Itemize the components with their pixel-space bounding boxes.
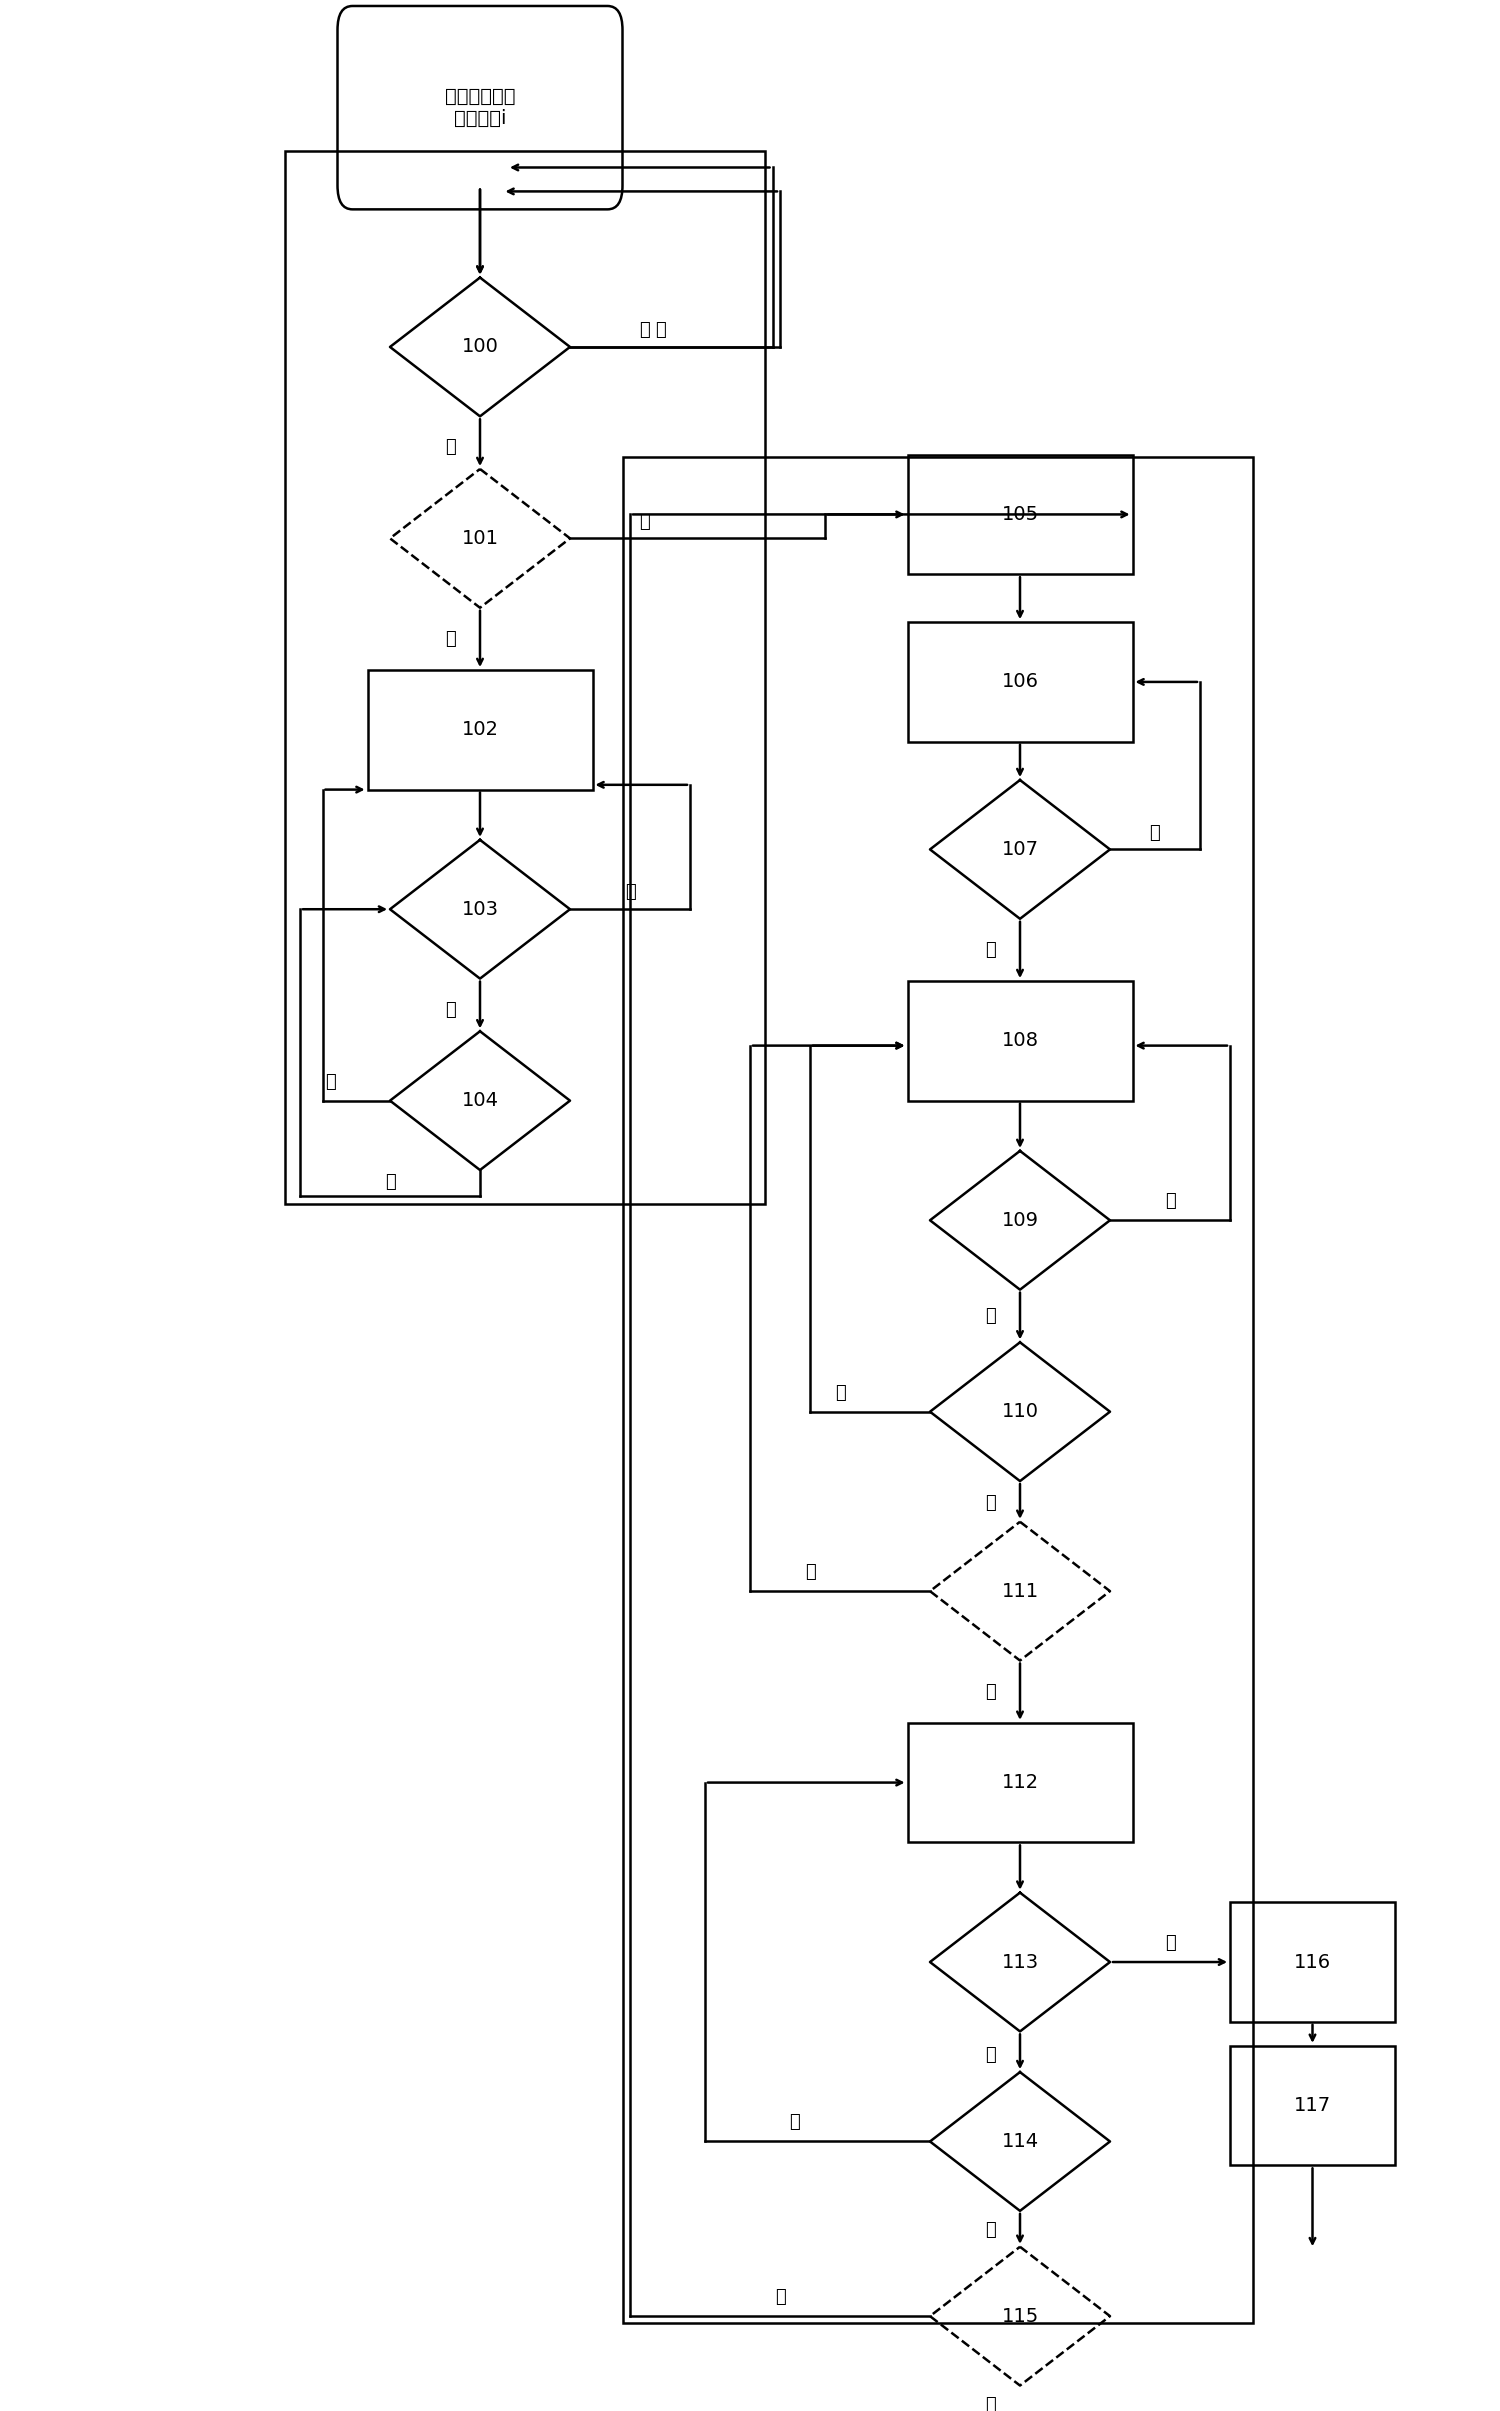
Text: 否: 否 [834,1384,846,1401]
Text: 108: 108 [1002,1032,1038,1051]
Text: 是: 是 [444,439,456,456]
Text: 109: 109 [1002,1210,1038,1230]
Text: 103: 103 [462,899,498,919]
Text: 113: 113 [1002,1953,1038,1972]
Text: 102: 102 [462,721,498,740]
Text: 处于工作状态
下的节点i: 处于工作状态 下的节点i [444,87,516,128]
Text: 112: 112 [1002,1772,1038,1791]
Text: 否: 否 [984,1307,996,1326]
Text: 否: 否 [639,514,651,530]
Bar [908,1724,1132,1842]
Text: 是: 是 [984,2397,996,2411]
Text: 是: 是 [804,1562,816,1582]
Bar [908,981,1132,1102]
Text: 否: 否 [789,2114,801,2131]
Text: 是: 是 [984,940,996,960]
Text: 否: 否 [984,1683,996,1700]
Text: 否: 否 [1149,825,1161,841]
Text: 101: 101 [462,528,498,547]
Text: 104: 104 [462,1092,498,1109]
Text: 100: 100 [462,338,498,357]
Text: 否: 否 [654,321,666,340]
Bar [285,152,765,1203]
Bar [1230,1902,1395,2023]
Bar [908,622,1132,743]
Text: 否: 否 [984,2047,996,2064]
Bar [1230,2047,1395,2165]
Text: 是: 是 [984,1495,996,1512]
Bar [622,458,1252,2324]
Text: 是: 是 [624,882,636,902]
Text: 否: 否 [324,1073,336,1090]
Text: 116: 116 [1294,1953,1330,1972]
FancyBboxPatch shape [338,5,622,210]
Text: 是: 是 [984,2221,996,2240]
Text: 是: 是 [384,1174,396,1191]
Text: 114: 114 [1002,2131,1038,2151]
Text: 117: 117 [1294,2095,1330,2114]
Text: 105: 105 [1002,504,1038,523]
Text: 是: 是 [1164,1934,1176,1953]
Text: 115: 115 [1002,2307,1038,2327]
Bar [908,456,1132,574]
Text: 110: 110 [1002,1403,1038,1420]
Text: 111: 111 [1002,1582,1038,1601]
Text: 否: 否 [444,1001,456,1020]
Text: 否: 否 [774,2288,786,2305]
Text: 是: 是 [444,629,456,649]
Bar [368,670,592,788]
Text: 107: 107 [1002,839,1038,858]
Text: 是: 是 [1164,1191,1176,1210]
Text: 106: 106 [1002,673,1038,692]
Text: 否: 否 [639,321,651,340]
